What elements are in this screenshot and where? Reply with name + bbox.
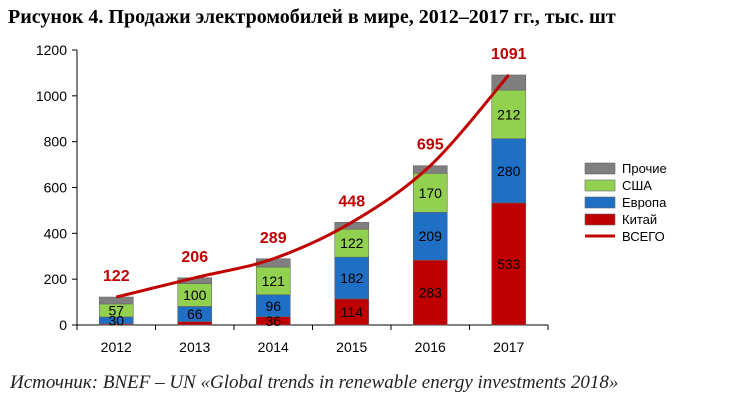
x-tick-label: 2012 [101, 339, 132, 355]
segment-data-label: 533 [497, 256, 521, 272]
segment-data-label: 100 [183, 287, 207, 303]
x-tick-label: 2015 [336, 339, 367, 355]
x-tick-label: 2017 [493, 339, 524, 355]
segment-data-label: 122 [340, 235, 364, 251]
legend-swatch [584, 213, 616, 226]
y-tick-label: 800 [44, 134, 68, 150]
legend-label: Китай [622, 212, 657, 227]
y-tick-label: 1000 [36, 88, 67, 104]
segment-data-label: 57 [108, 302, 124, 318]
y-tick-label: 600 [44, 180, 68, 196]
segment-data-label: 283 [419, 285, 443, 301]
total-data-label: 206 [181, 249, 208, 266]
total-data-label: 1091 [491, 46, 527, 63]
segment-data-label: 30 [108, 312, 124, 328]
total-data-label: 695 [417, 137, 444, 154]
segment-data-label: 209 [419, 228, 443, 244]
bar-segment [334, 298, 370, 326]
segment-data-label: 96 [265, 298, 281, 314]
total-data-label: 122 [103, 268, 130, 285]
legend-swatch [584, 162, 616, 175]
segment-data-label: 212 [497, 106, 521, 122]
legend-label: ВСЕГО [622, 229, 665, 244]
bar-segment [334, 256, 370, 300]
segment-data-label: 121 [262, 273, 286, 289]
segment-data-label: 36 [265, 313, 281, 329]
chart-title: Рисунок 4. Продажи электромобилей в мире… [8, 6, 616, 28]
bar-segment [491, 89, 527, 139]
bar-segment [255, 266, 291, 296]
x-tick-label: 2013 [179, 339, 210, 355]
total-line [115, 73, 510, 299]
segment-data-label: 170 [419, 185, 443, 201]
bar-segment [491, 138, 527, 204]
legend-swatch [584, 179, 616, 192]
legend-label: Европа [622, 195, 667, 210]
segment-data-label: 114 [341, 304, 364, 320]
segment-data-label: 66 [187, 306, 203, 322]
y-tick-label: 400 [44, 225, 68, 241]
bar-segment [334, 228, 370, 258]
bar-segment [412, 211, 448, 261]
segment-data-label: 280 [497, 163, 521, 179]
total-data-label: 289 [260, 230, 287, 247]
bar-segment [412, 259, 448, 326]
y-tick-label: 0 [59, 317, 67, 333]
legend-label: Прочие [622, 161, 667, 176]
legend-swatch [584, 196, 616, 209]
y-tick-label: 1200 [36, 42, 67, 58]
x-tick-label: 2014 [258, 339, 289, 355]
bar-segment [177, 321, 213, 326]
source-note: Источник: BNEF – UN «Global trends in re… [10, 372, 619, 393]
legend-label: США [622, 178, 652, 193]
bar-segment [491, 202, 527, 326]
segment-data-label: 182 [340, 270, 364, 286]
total-data-label: 448 [338, 193, 365, 210]
y-tick-label: 200 [44, 271, 68, 287]
x-tick-label: 2016 [415, 339, 446, 355]
